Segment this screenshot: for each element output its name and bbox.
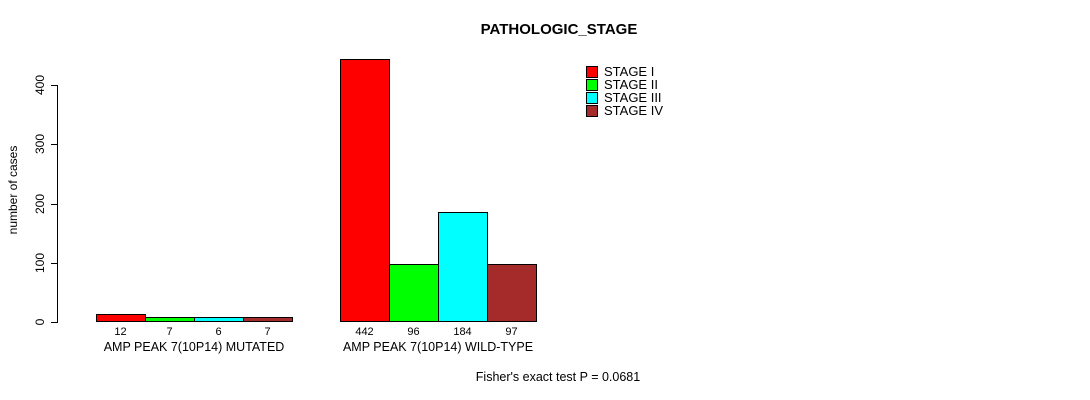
legend-swatch <box>586 91 598 104</box>
y-axis-label: number of cases <box>6 145 20 235</box>
fisher-test-annotation: Fisher's exact test P = 0.0681 <box>475 370 641 384</box>
y-axis-tick <box>51 322 57 323</box>
bar-value-label: 6 <box>215 326 222 338</box>
bar-value-label: 97 <box>505 326 518 338</box>
y-axis-tick <box>51 85 57 86</box>
y-axis-tick-label: 100 <box>33 252 47 273</box>
bar <box>194 317 244 322</box>
y-axis-tick-label: 300 <box>33 134 47 155</box>
bar-value-label: 442 <box>355 326 374 338</box>
legend-row: STAGE I <box>586 65 663 78</box>
chart-title: PATHOLOGIC_STAGE <box>480 21 638 38</box>
y-axis-tick-label: 400 <box>33 74 47 96</box>
y-axis-tick-label: 200 <box>33 193 47 214</box>
bar <box>243 316 293 322</box>
bar <box>438 211 488 322</box>
legend-row: STAGE IV <box>586 104 663 117</box>
legend-label: STAGE IV <box>604 103 663 118</box>
y-axis-tick <box>51 203 57 205</box>
legend-label: STAGE II <box>604 77 658 92</box>
legend: STAGE I STAGE II STAGE III STAGE IV <box>586 65 663 117</box>
legend-label: STAGE III <box>604 90 662 105</box>
bar-value-label: 184 <box>453 326 472 338</box>
y-axis-tick-label: 0 <box>33 318 47 326</box>
y-axis-line <box>57 85 58 323</box>
x-axis-group-label: AMP PEAK 7(10P14) MUTATED <box>103 340 285 354</box>
bar-value-label: 7 <box>166 326 173 338</box>
legend-row: STAGE III <box>586 91 663 104</box>
y-axis-tick <box>51 262 57 264</box>
bar <box>96 313 146 322</box>
bar-value-label: 12 <box>114 326 127 338</box>
legend-swatch <box>586 65 598 78</box>
bar <box>145 316 195 322</box>
legend-row: STAGE II <box>586 78 663 91</box>
bar-value-label: 96 <box>407 326 420 338</box>
x-axis-group-label: AMP PEAK 7(10P14) WILD-TYPE <box>342 340 534 354</box>
legend-swatch <box>586 104 598 117</box>
legend-swatch <box>586 78 598 91</box>
bar-value-label: 7 <box>264 326 271 338</box>
legend-label: STAGE I <box>604 64 655 79</box>
y-axis-tick <box>51 144 57 146</box>
bar <box>487 263 537 322</box>
bar <box>389 264 439 322</box>
bar <box>340 59 390 322</box>
